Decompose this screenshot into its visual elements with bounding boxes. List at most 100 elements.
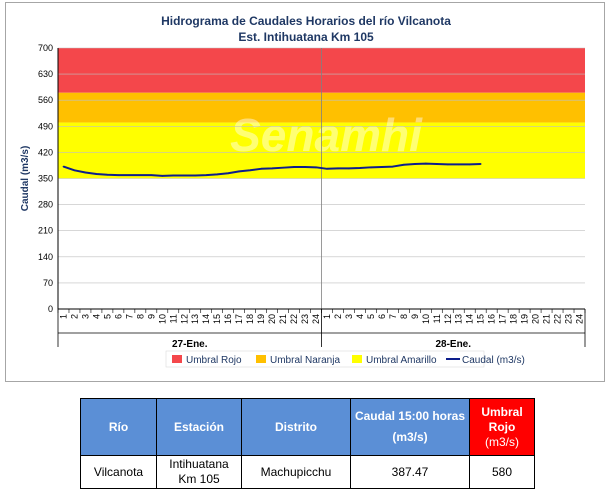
x-tick-label: 23 [564, 314, 574, 324]
data-point [249, 169, 251, 172]
legend-label: Caudal (m3/s) [462, 355, 525, 366]
legend-swatch [256, 355, 266, 363]
x-tick-label: 12 [443, 314, 453, 324]
data-point [414, 163, 416, 165]
x-tick-label: 8 [399, 314, 409, 319]
header-estacion: Estación [156, 398, 242, 456]
x-tick-label: 5 [366, 314, 376, 319]
data-point [194, 174, 197, 177]
y-tick-label: 70 [43, 278, 53, 288]
x-tick-label: 4 [355, 314, 365, 319]
table-header-row: Río Estación Distrito Caudal 15:00 horas… [80, 398, 535, 456]
data-point [435, 163, 438, 165]
x-tick-label: 15 [476, 314, 486, 324]
x-tick-label: 20 [267, 314, 277, 324]
x-tick-label: 17 [498, 314, 508, 324]
data-point [183, 174, 186, 177]
x-tick-label: 14 [465, 314, 475, 324]
x-tick-label: 10 [157, 314, 167, 324]
x-tick-label: 12 [179, 314, 189, 324]
cell-distrito: Machupicchu [241, 455, 351, 489]
x-tick-label: 1 [58, 314, 68, 319]
x-tick-label: 16 [223, 314, 233, 324]
y-tick-label: 420 [38, 147, 53, 157]
data-point [446, 163, 449, 166]
x-tick-label: 19 [256, 314, 266, 324]
data-point [425, 162, 427, 165]
legend-swatch [352, 355, 362, 363]
x-tick-label: 7 [388, 314, 398, 319]
data-point [348, 167, 350, 170]
header-umbral-line1: Umbral [481, 404, 523, 419]
x-tick-label: 9 [410, 314, 420, 319]
cell-estacion-line2: Km 105 [178, 472, 220, 486]
x-tick-label: 3 [80, 314, 90, 319]
cell-umbral: 580 [469, 455, 535, 489]
header-caudal: Caudal 15:00 horas (m3/s) [350, 398, 470, 456]
x-tick-label: 18 [245, 314, 255, 324]
data-point [403, 163, 405, 166]
cell-estacion: Intihuatana Km 105 [156, 455, 242, 489]
x-tick-label: 8 [135, 314, 145, 319]
legend-label: Umbral Amarillo [366, 355, 437, 366]
x-tick-label: 6 [113, 314, 123, 319]
x-tick-label: 9 [146, 314, 156, 319]
x-tick-label: 22 [553, 314, 563, 324]
data-point [205, 174, 208, 176]
x-tick-label: 24 [575, 314, 585, 324]
chart-title: Hidrograma de Caudales Horarios del río … [161, 14, 451, 28]
legend-box [165, 350, 485, 368]
x-tick-label: 22 [289, 314, 299, 324]
data-point [227, 172, 229, 175]
data-point [381, 166, 383, 168]
data-point [106, 173, 109, 176]
data-point [150, 174, 153, 176]
data-point [304, 166, 306, 168]
station-info-table: Río Estación Distrito Caudal 15:00 horas… [80, 398, 535, 489]
data-point [337, 167, 339, 170]
data-point [161, 175, 164, 177]
data-point [260, 168, 262, 170]
data-point [370, 166, 372, 169]
y-tick-label: 0 [48, 304, 53, 314]
x-tick-label: 7 [124, 314, 134, 319]
x-tick-label: 6 [377, 314, 387, 319]
x-tick-label: 14 [201, 314, 211, 324]
data-point [117, 174, 120, 176]
hydrograph-chart: Hidrograma de Caudales Horarios del río … [20, 14, 586, 368]
legend-swatch [172, 355, 182, 363]
table-row: Vilcanota Intihuatana Km 105 Machupicchu… [80, 455, 535, 489]
data-point [95, 173, 98, 175]
x-tick-label: 2 [333, 314, 343, 319]
day-label: 27-Ene. [172, 339, 208, 350]
x-tick-label: 2 [69, 314, 79, 319]
y-tick-label: 560 [38, 95, 53, 105]
cell-estacion-line1: Intihuatana [169, 457, 229, 471]
header-caudal-line1: Caudal 15:00 horas [354, 409, 466, 423]
legend-label: Umbral Rojo [186, 355, 242, 366]
x-tick-label: 13 [190, 314, 200, 324]
x-tick-label: 24 [311, 314, 321, 324]
y-tick-label: 280 [38, 200, 53, 210]
data-point [62, 165, 65, 168]
x-tick-label: 19 [520, 314, 530, 324]
x-tick-label: 15 [212, 314, 222, 324]
x-tick-label: 13 [454, 314, 464, 324]
x-tick-label: 16 [487, 314, 497, 324]
data-point [238, 170, 240, 173]
header-umbral-rojo: Umbral Rojo (m3/s) [469, 398, 535, 456]
cell-caudal: 387.47 [350, 455, 470, 489]
data-point [392, 165, 394, 168]
day-label: 28-Ene. [435, 339, 471, 350]
x-tick-label: 4 [91, 314, 101, 319]
data-point [359, 167, 361, 169]
x-tick-label: 5 [102, 314, 112, 319]
data-point [293, 166, 295, 168]
data-point [216, 173, 218, 176]
y-tick-label: 350 [38, 174, 53, 184]
data-point [315, 166, 317, 169]
data-point [172, 174, 175, 177]
data-point [139, 174, 142, 176]
chart-frame: Hidrograma de Caudales Horarios del río … [5, 2, 605, 382]
data-point [84, 171, 87, 174]
